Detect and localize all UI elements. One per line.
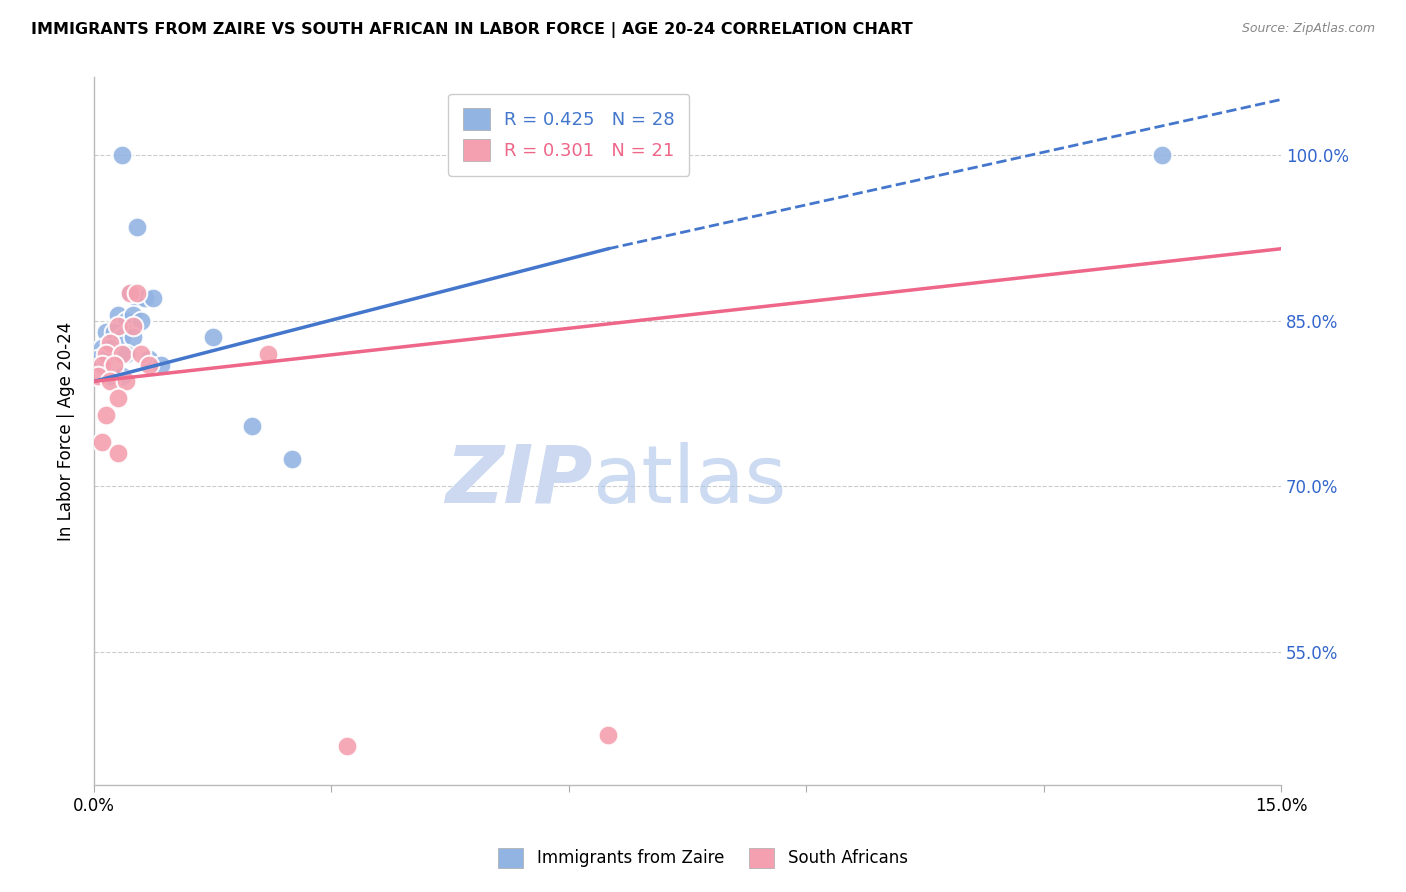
Point: [257, 347, 280, 361]
Point: [107, 308, 129, 322]
Point: [131, 347, 153, 361]
Point: [107, 391, 129, 405]
Point: [138, 358, 160, 372]
Point: [94, 325, 117, 339]
Point: [336, 739, 359, 753]
Point: [90, 341, 112, 355]
Point: [114, 313, 136, 327]
Point: [131, 313, 153, 327]
Point: [114, 347, 136, 361]
Point: [127, 292, 149, 306]
Legend: R = 0.425   N = 28, R = 0.301   N = 21: R = 0.425 N = 28, R = 0.301 N = 21: [449, 94, 689, 176]
Point: [118, 285, 141, 300]
Point: [98, 341, 121, 355]
Point: [122, 330, 145, 344]
Point: [111, 330, 134, 344]
Point: [122, 308, 145, 322]
Point: [103, 358, 125, 372]
Point: [134, 292, 156, 306]
Point: [150, 358, 173, 372]
Text: atlas: atlas: [592, 442, 787, 520]
Point: [87, 352, 110, 367]
Legend: Immigrants from Zaire, South Africans: Immigrants from Zaire, South Africans: [492, 841, 914, 875]
Point: [90, 358, 112, 372]
Point: [107, 347, 129, 361]
Point: [142, 292, 165, 306]
Point: [281, 451, 304, 466]
Point: [98, 335, 121, 350]
Point: [94, 408, 117, 422]
Y-axis label: In Labor Force | Age 20-24: In Labor Force | Age 20-24: [58, 321, 75, 541]
Point: [598, 728, 620, 742]
Point: [138, 352, 160, 367]
Point: [90, 435, 112, 450]
Point: [111, 347, 134, 361]
Text: IMMIGRANTS FROM ZAIRE VS SOUTH AFRICAN IN LABOR FORCE | AGE 20-24 CORRELATION CH: IMMIGRANTS FROM ZAIRE VS SOUTH AFRICAN I…: [31, 22, 912, 38]
Point: [111, 148, 134, 162]
Point: [98, 368, 121, 383]
Point: [118, 285, 141, 300]
Point: [122, 319, 145, 334]
Point: [107, 319, 129, 334]
Point: [127, 285, 149, 300]
Point: [114, 375, 136, 389]
Point: [240, 418, 263, 433]
Point: [127, 219, 149, 234]
Point: [1152, 148, 1174, 162]
Point: [111, 368, 134, 383]
Point: [87, 368, 110, 383]
Point: [94, 347, 117, 361]
Point: [201, 330, 224, 344]
Text: ZIP: ZIP: [446, 442, 592, 520]
Text: Source: ZipAtlas.com: Source: ZipAtlas.com: [1241, 22, 1375, 36]
Point: [94, 352, 117, 367]
Point: [103, 325, 125, 339]
Point: [107, 446, 129, 460]
Point: [98, 375, 121, 389]
